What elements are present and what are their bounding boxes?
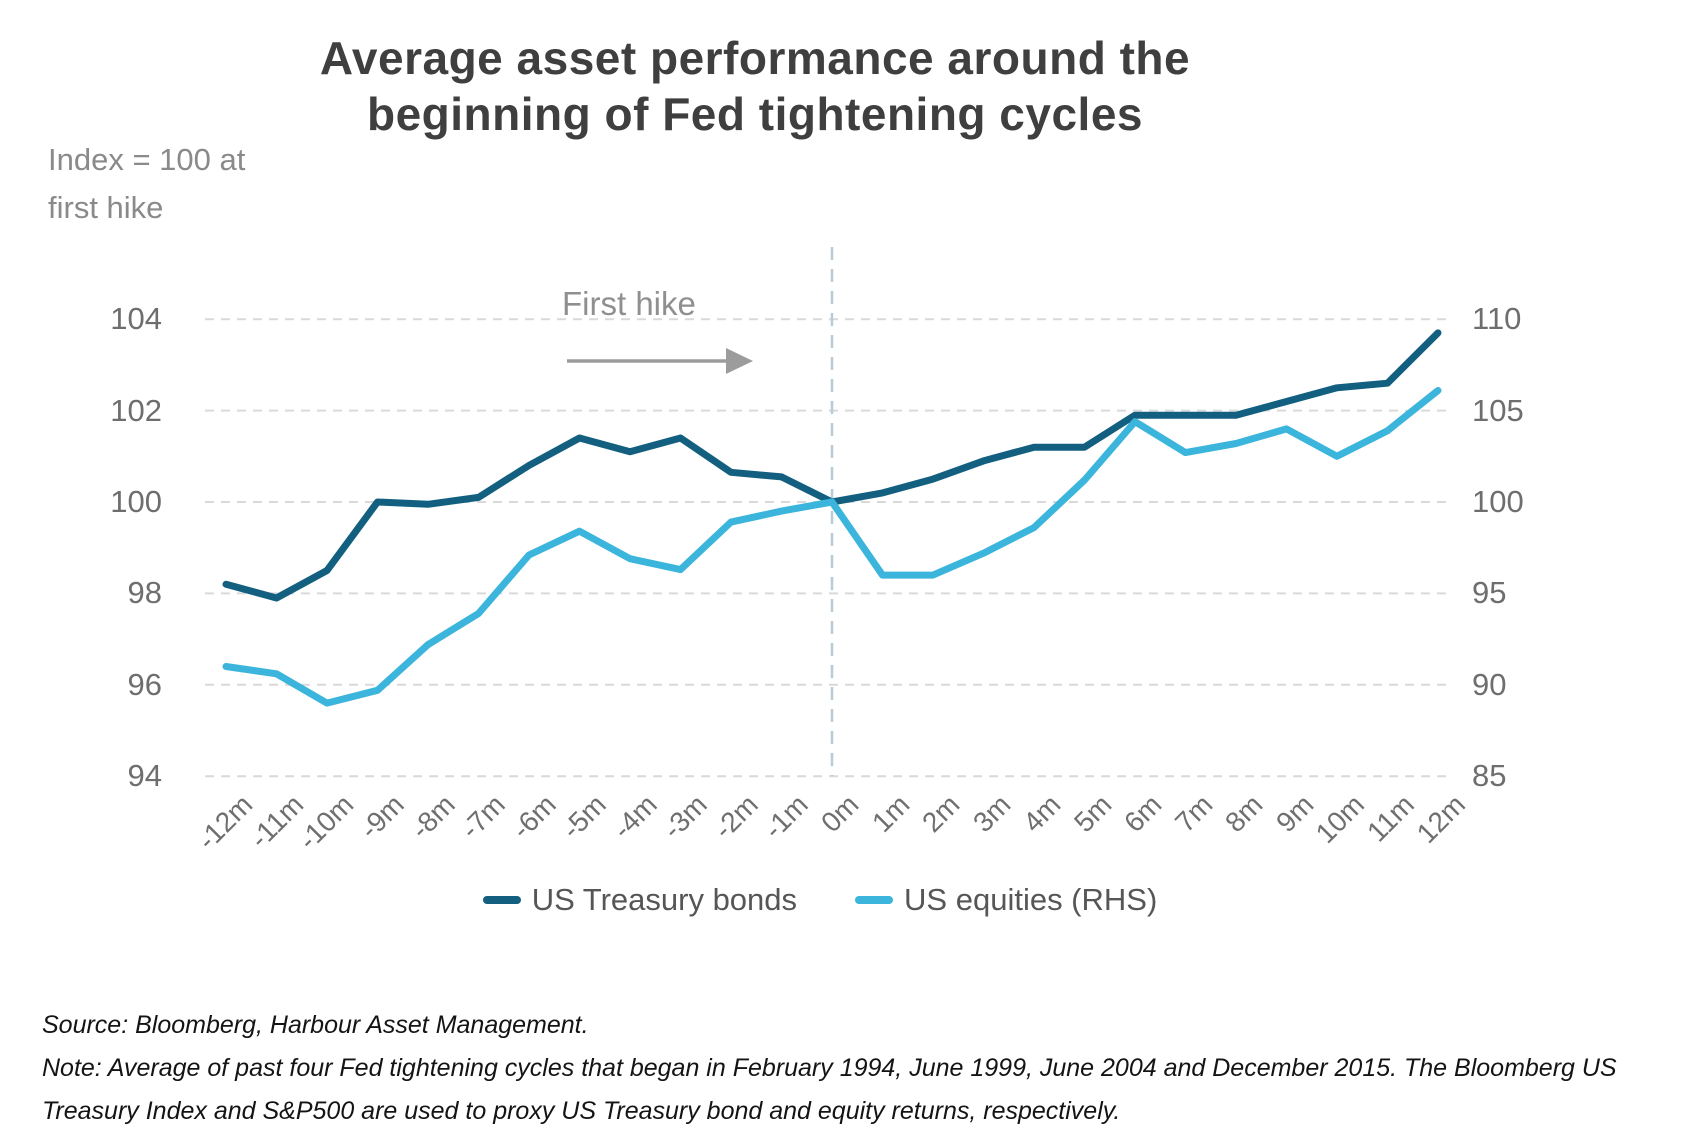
chart-title-line2: beginning of Fed tightening cycles	[366, 88, 1144, 141]
y-axis-tick-right: 85	[1472, 758, 1507, 794]
first-hike-annotation: First hike	[562, 285, 696, 322]
y-axis-tick-left: 100	[110, 484, 162, 519]
y-axis-tick-left: 96	[127, 666, 162, 702]
source-note: Source: Bloomberg, Harbour Asset Managem…	[42, 1011, 589, 1039]
treasury-line-swatch-icon	[482, 896, 521, 904]
y-axis-tick-left: 102	[110, 392, 162, 428]
equities-line-swatch-icon	[855, 896, 894, 904]
y-axis-tick-right: 100	[1472, 484, 1524, 519]
y-axis-tick-right: 110	[1472, 301, 1522, 337]
legend-item-equities: US equities (RHS)	[855, 882, 1157, 918]
equities-line	[222, 387, 1442, 707]
y-axis-tick-left: 98	[127, 575, 162, 611]
footnotes: Source: Bloomberg, Harbour Asset Managem…	[42, 1004, 1622, 1133]
methodology-note: Note: Average of past four Fed tightenin…	[42, 1054, 1617, 1125]
legend-label-treasury: US Treasury bonds	[531, 882, 798, 917]
legend-label-equities: US equities (RHS)	[904, 882, 1158, 917]
y-axis-tick-right: 105	[1472, 392, 1524, 428]
legend-item-treasury: US Treasury bonds	[482, 882, 798, 918]
chart-title: Average asset performance around the beg…	[80, 30, 1430, 142]
chart-legend: US Treasury bonds US equities (RHS)	[180, 878, 1460, 922]
y-axis-tick-left: 94	[127, 758, 162, 794]
first-hike-arrowhead-icon	[726, 348, 753, 374]
y-axis-tick-right: 90	[1472, 666, 1507, 702]
y-axis-tick-right: 95	[1472, 575, 1507, 611]
chart-title-line1: Average asset performance around the	[319, 32, 1191, 84]
y-axis-tick-left: 104	[110, 301, 162, 337]
axis-units-note: Index = 100 at first hike	[48, 142, 246, 226]
